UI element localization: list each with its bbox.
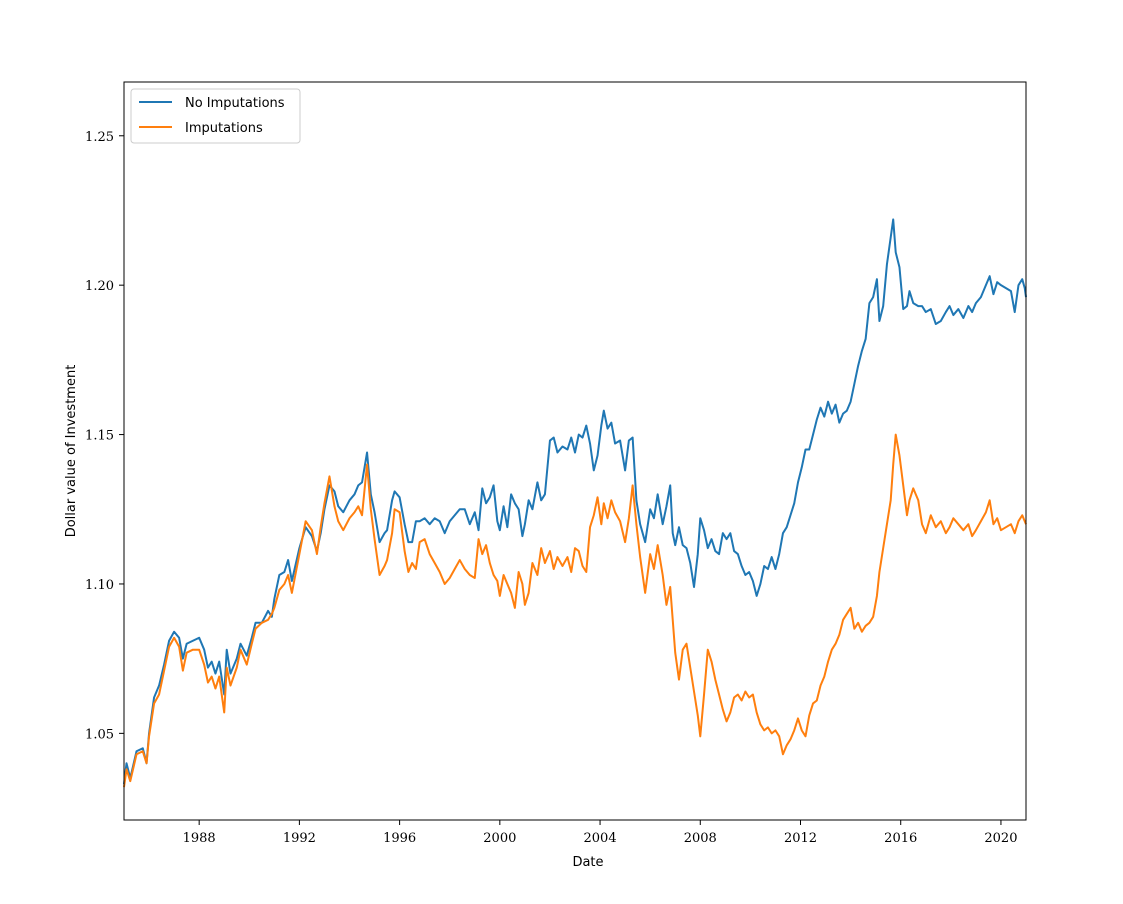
- x-axis-label: Date: [572, 855, 603, 870]
- x-tick-label: 2016: [884, 831, 917, 846]
- y-axis-label: Dollar value of Investment: [64, 365, 79, 538]
- plot-frame: [123, 81, 1027, 821]
- y-tick-label: 1.20: [85, 279, 114, 294]
- y-axis-ticks: 1.05 1.10 1.15 1.20 1.25: [85, 130, 124, 742]
- legend-box: [130, 88, 301, 144]
- legend: No Imputations Imputations: [130, 88, 301, 144]
- x-tick-label: 1992: [283, 831, 316, 846]
- legend-label-no-imputations: No Imputations: [185, 96, 285, 111]
- x-axis-ticks: 1988 1992 1996 2000 2004 2008 2012 2016 2020: [183, 820, 1017, 846]
- series-line-no-imputations: [123, 218, 1027, 785]
- x-tick-label: 2004: [584, 831, 617, 846]
- y-tick-label: 1.10: [85, 578, 114, 593]
- x-tick-label: 2020: [984, 831, 1017, 846]
- x-tick-label: 2000: [483, 831, 516, 846]
- x-tick-label: 2012: [784, 831, 817, 846]
- y-tick-label: 1.05: [85, 727, 114, 742]
- x-tick-label: 1988: [183, 831, 216, 846]
- legend-label-imputations: Imputations: [185, 121, 263, 136]
- x-tick-label: 1996: [383, 831, 416, 846]
- x-tick-label: 2008: [684, 831, 717, 846]
- y-tick-label: 1.15: [85, 429, 114, 444]
- y-tick-label: 1.25: [85, 130, 114, 145]
- series-line-imputations: [123, 433, 1027, 788]
- series-layer: [123, 218, 1027, 788]
